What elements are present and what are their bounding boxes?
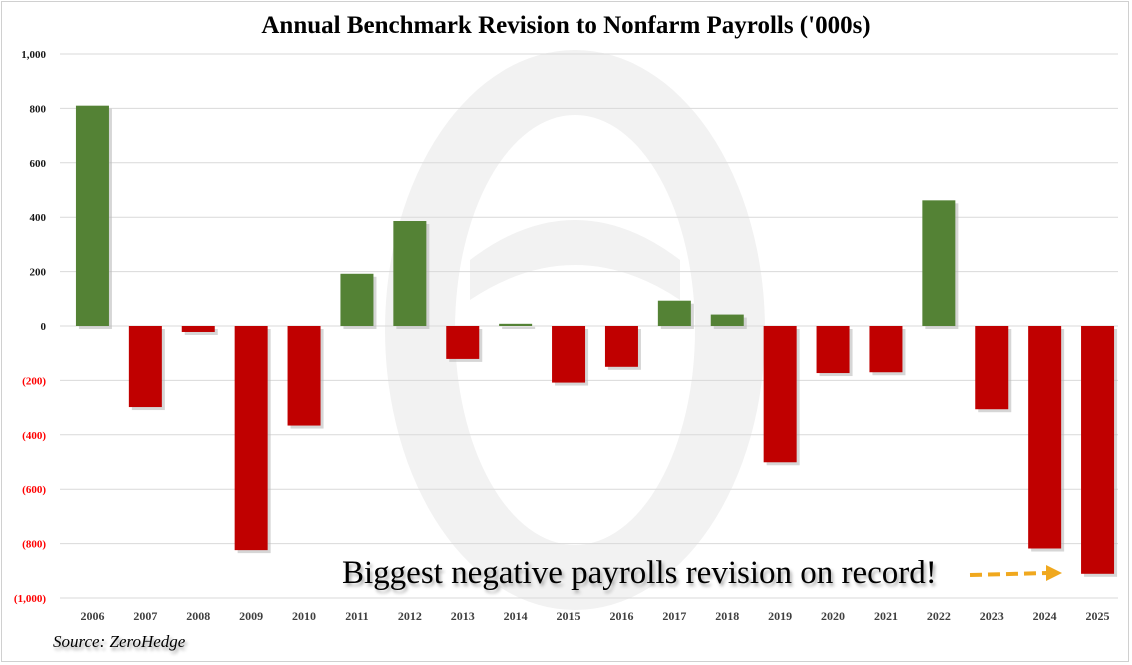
bar-2024 [1028,326,1062,549]
y-tick-label: (800) [22,539,46,551]
bar-2010 [287,326,321,426]
x-tick-label: 2016 [609,609,633,623]
x-tick-label: 2011 [345,609,368,623]
x-tick-label: 2021 [874,609,898,623]
y-tick-label: 200 [30,267,47,279]
x-tick-label: 2025 [1086,609,1110,623]
annotation-arrow [969,565,1062,581]
x-tick-label: 2008 [186,609,210,623]
bar-2016 [604,326,638,367]
x-tick-label: 2014 [504,609,528,623]
x-tick-label: 2018 [715,609,739,623]
y-tick-label: 400 [30,212,47,224]
x-tick-label: 2022 [927,609,951,623]
x-tick-label: 2023 [980,609,1004,623]
y-tick-label: (600) [22,484,46,496]
bar-2007 [128,326,162,408]
y-tick-label: 800 [30,103,47,115]
x-tick-label: 2009 [239,609,263,623]
source-label: Source: ZeroHedge [53,632,186,651]
bar-2023 [975,326,1009,410]
y-tick-label: (200) [22,375,46,387]
y-tick-label: (400) [22,430,46,442]
bar-2018 [710,314,744,326]
bar-2009 [234,326,268,551]
bar-2015 [552,326,586,383]
x-tick-label: 2015 [557,609,581,623]
x-tick-label: 2020 [821,609,845,623]
y-tick-label: 1,000 [21,49,46,61]
x-tick-label: 2012 [398,609,422,623]
bar-shadow [502,326,536,329]
bar-2014 [499,323,533,326]
bar-2021 [869,326,903,373]
x-tick-label: 2019 [768,609,792,623]
bar-2011 [340,273,374,326]
bar-2025 [1081,326,1115,574]
bar-2008 [181,326,215,332]
chart-title: Annual Benchmark Revision to Nonfarm Pay… [261,12,871,39]
bar-shadow [184,329,218,335]
bar-2017 [657,300,691,326]
x-tick-label: 2010 [292,609,316,623]
y-tick-label: 600 [30,158,47,170]
x-tick-label: 2017 [662,609,686,623]
y-tick-label: (1,000) [14,593,46,605]
x-tick-label: 2024 [1033,609,1057,623]
bar-2019 [763,326,797,463]
bar-2022 [922,200,956,326]
bar-2006 [75,105,109,327]
x-tick-label: 2007 [133,609,157,623]
x-tick-label: 2013 [451,609,475,623]
bar-2020 [816,326,850,374]
x-tick-label: 2006 [80,609,104,623]
annotation-text: Biggest negative payrolls revision on re… [342,555,937,591]
bar-2013 [446,326,480,359]
bar-2012 [393,221,427,326]
y-tick-label: 0 [41,321,47,333]
